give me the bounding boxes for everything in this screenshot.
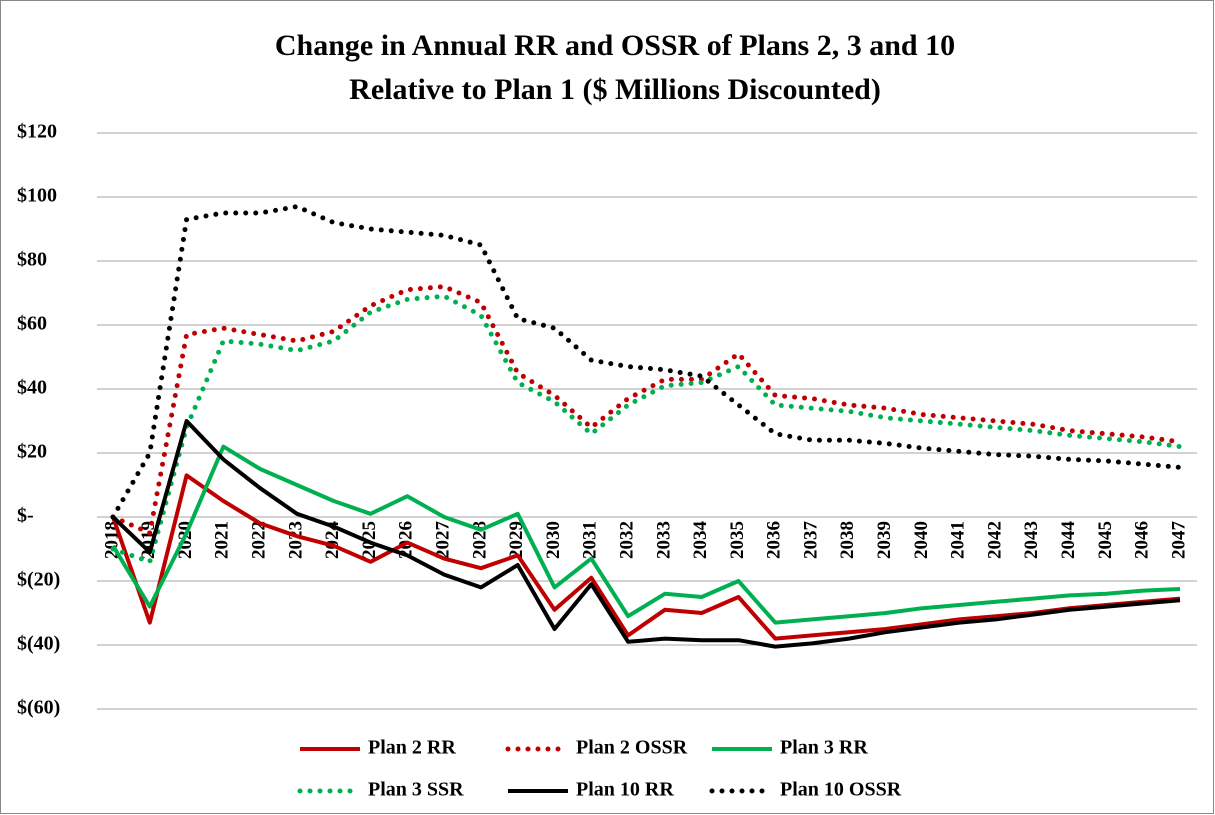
- legend-label: Plan 2 RR: [368, 737, 456, 759]
- x-tick-label: 2044: [1058, 521, 1079, 560]
- x-tick-label: 2031: [580, 521, 601, 559]
- x-tick-label: 2027: [432, 521, 453, 560]
- y-tick-label: $120: [17, 121, 57, 143]
- x-tick-label: 2029: [506, 521, 527, 559]
- legend-label: Plan 3 RR: [780, 737, 868, 759]
- x-tick-label: 2032: [616, 521, 637, 559]
- x-tick-label: 2040: [911, 521, 932, 559]
- legend-label: Plan 2 OSSR: [576, 737, 688, 759]
- chart-title: Relative to Plan 1 ($ Millions Discounte…: [349, 73, 881, 106]
- legend-label: Plan 3 SSR: [368, 779, 464, 801]
- series-line: [111, 419, 1181, 649]
- x-tick-label: 2030: [543, 521, 564, 559]
- x-tick-label: 2039: [874, 521, 895, 559]
- x-tick-label: 2035: [727, 521, 748, 559]
- x-tick-label: 2038: [837, 521, 858, 559]
- x-tick-label: 2033: [653, 521, 674, 559]
- x-tick-label: 2045: [1095, 521, 1116, 559]
- x-tick-label: 2021: [212, 521, 233, 559]
- y-tick-label: $(20): [17, 569, 60, 591]
- x-tick-label: 2036: [764, 521, 785, 559]
- series-line: [110, 293, 1183, 566]
- series-line: [111, 444, 1181, 625]
- y-tick-label: $-: [17, 505, 34, 527]
- y-tick-label: $20: [17, 441, 47, 463]
- x-tick-label: 2041: [948, 521, 969, 559]
- chart-title: Change in Annual RR and OSSR of Plans 2,…: [275, 29, 955, 62]
- y-tick-label: $(40): [17, 633, 60, 655]
- x-tick-label: 2042: [984, 521, 1005, 559]
- y-tick-label: $40: [17, 377, 47, 399]
- legend-label: Plan 10 RR: [576, 779, 674, 801]
- x-tick-label: 2028: [469, 521, 490, 559]
- y-tick-label: $100: [17, 185, 57, 207]
- x-tick-label: 2034: [690, 521, 711, 560]
- series-line: [111, 473, 1181, 641]
- y-tick-label: $(60): [17, 697, 60, 719]
- x-tick-label: 2037: [800, 521, 821, 560]
- x-tick-label: 2047: [1168, 521, 1189, 560]
- x-tick-label: 2022: [249, 521, 270, 559]
- series-line: [110, 284, 1183, 537]
- x-tick-label: 2046: [1132, 521, 1153, 559]
- x-tick-label: 2026: [396, 521, 417, 559]
- x-tick-label: 2023: [285, 521, 306, 559]
- y-tick-label: $80: [17, 249, 47, 271]
- legend-label: Plan 10 OSSR: [780, 779, 902, 801]
- x-tick-label: 2043: [1021, 521, 1042, 559]
- y-tick-label: $60: [17, 313, 47, 335]
